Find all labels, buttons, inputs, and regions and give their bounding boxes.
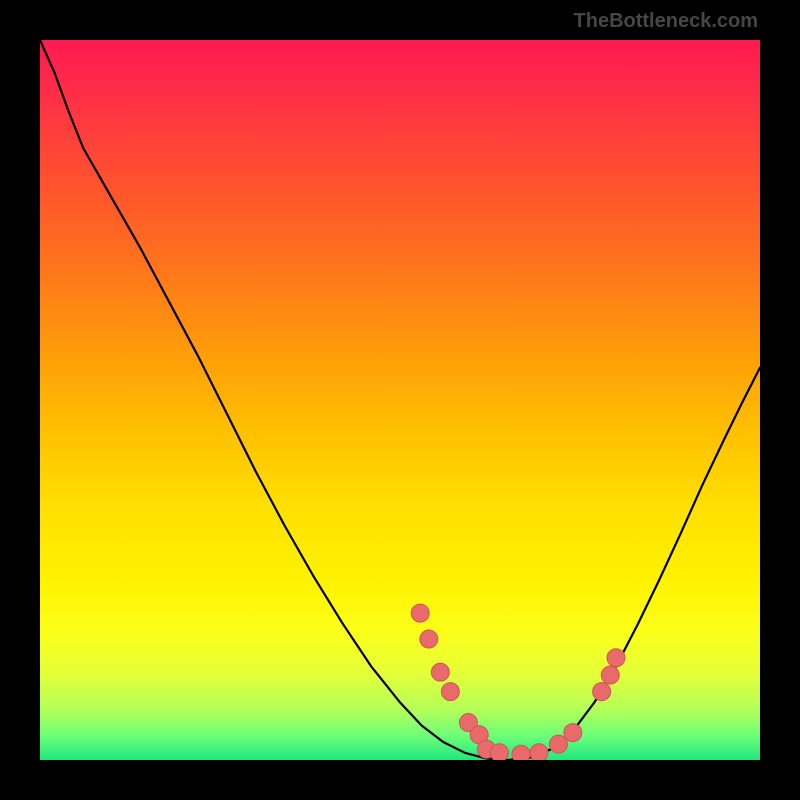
watermark-text: TheBottleneck.com: [574, 10, 758, 33]
curve-marker: [431, 663, 449, 681]
curve-marker: [441, 683, 459, 701]
curve-marker: [411, 604, 429, 622]
curve-marker: [593, 683, 611, 701]
curve-marker: [530, 744, 548, 760]
bottleneck-curve: [40, 40, 760, 760]
curve-marker: [420, 630, 438, 648]
curve-marker: [607, 649, 625, 667]
curve-marker: [549, 735, 567, 753]
curve-marker: [512, 745, 530, 760]
chart-overlay: [40, 40, 760, 760]
curve-marker: [564, 724, 582, 742]
plot-area: [40, 40, 760, 760]
curve-marker: [490, 744, 508, 760]
curve-marker: [601, 666, 619, 684]
